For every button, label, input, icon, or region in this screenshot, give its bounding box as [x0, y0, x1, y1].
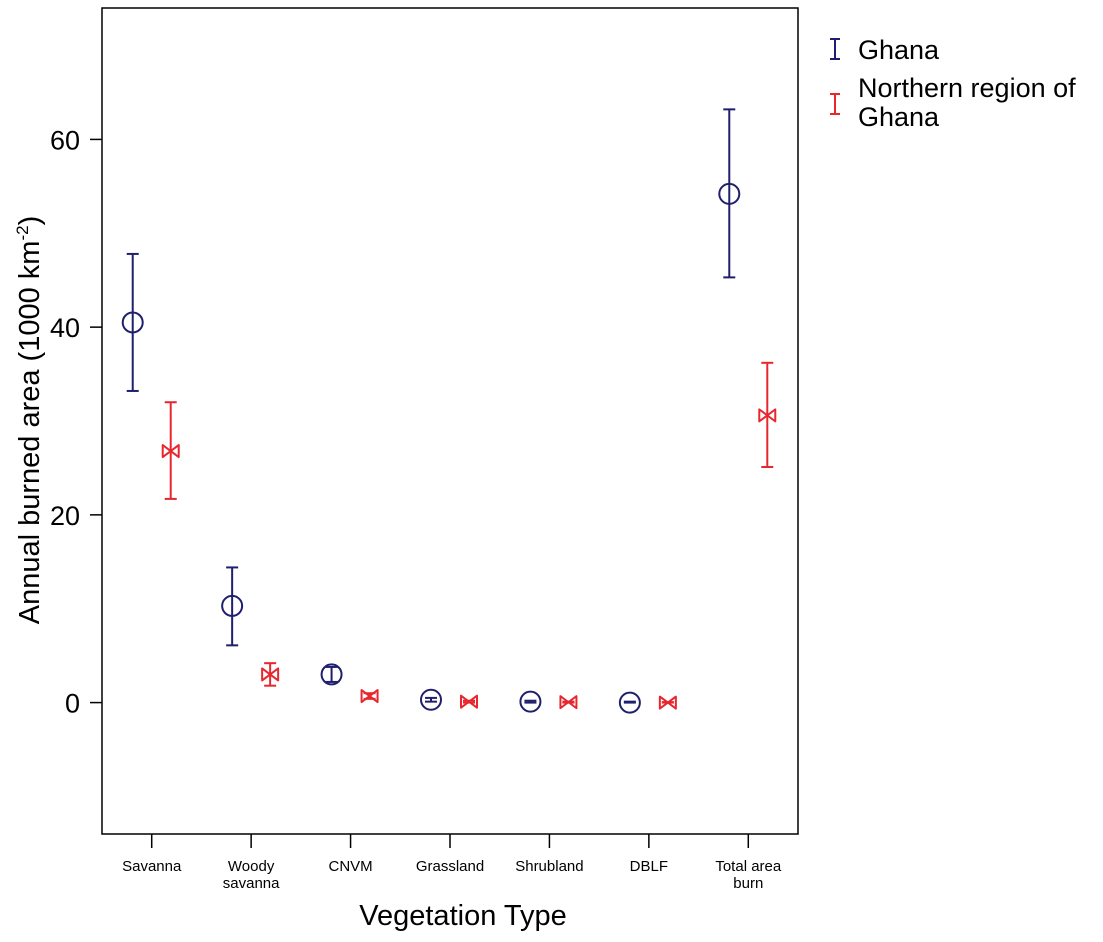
- plot-frame: [101, 7, 799, 835]
- data-point-circle: [420, 688, 442, 711]
- y-axis-title-close: ): [14, 216, 46, 226]
- data-point-bowtie: [460, 694, 478, 709]
- y-axis-title-main: Annual burned area (1000 km: [14, 241, 46, 625]
- legend-label: Ghana: [858, 102, 940, 132]
- data-point-circle: [718, 182, 741, 205]
- y-axis-title-superscript: -2: [13, 225, 32, 240]
- y-axis: 0 20 40 60: [50, 125, 102, 719]
- data-point-bowtie: [360, 689, 379, 704]
- data-point-bowtie: [658, 695, 677, 710]
- x-tick-label: Woody: [228, 858, 275, 875]
- x-tick-label: Shrubland: [515, 858, 583, 875]
- y-tick-label: 40: [50, 313, 80, 343]
- y-axis-title: Annual burned area (1000 km-2): [13, 216, 46, 625]
- y-tick-label: 20: [50, 501, 80, 531]
- data-point-bowtie: [559, 695, 578, 710]
- data-marks: [121, 108, 777, 714]
- data-point-circle: [121, 311, 144, 334]
- data-point-bowtie: [758, 408, 777, 423]
- x-tick-label: Savanna: [122, 858, 182, 875]
- data-point-circle: [320, 663, 343, 686]
- legend-label: Ghana: [858, 35, 940, 65]
- y-tick-label: 0: [65, 689, 80, 719]
- data-point-circle: [618, 691, 641, 714]
- data-point-bowtie: [161, 444, 180, 459]
- x-tick-label: CNVM: [328, 858, 372, 875]
- data-point-circle: [519, 690, 542, 713]
- x-tick-label: Grassland: [416, 858, 484, 875]
- data-point-circle: [221, 594, 244, 617]
- data-point-bowtie: [261, 667, 280, 682]
- x-tick-label: DBLF: [630, 858, 668, 875]
- x-tick-label: Total area: [715, 858, 782, 875]
- x-axis-title: Vegetation Type: [359, 900, 566, 932]
- y-tick-label: 60: [50, 125, 80, 155]
- x-tick-label: burn: [733, 875, 763, 892]
- legend-label: Northern region of: [858, 73, 1076, 103]
- x-tick-label: savanna: [223, 875, 280, 892]
